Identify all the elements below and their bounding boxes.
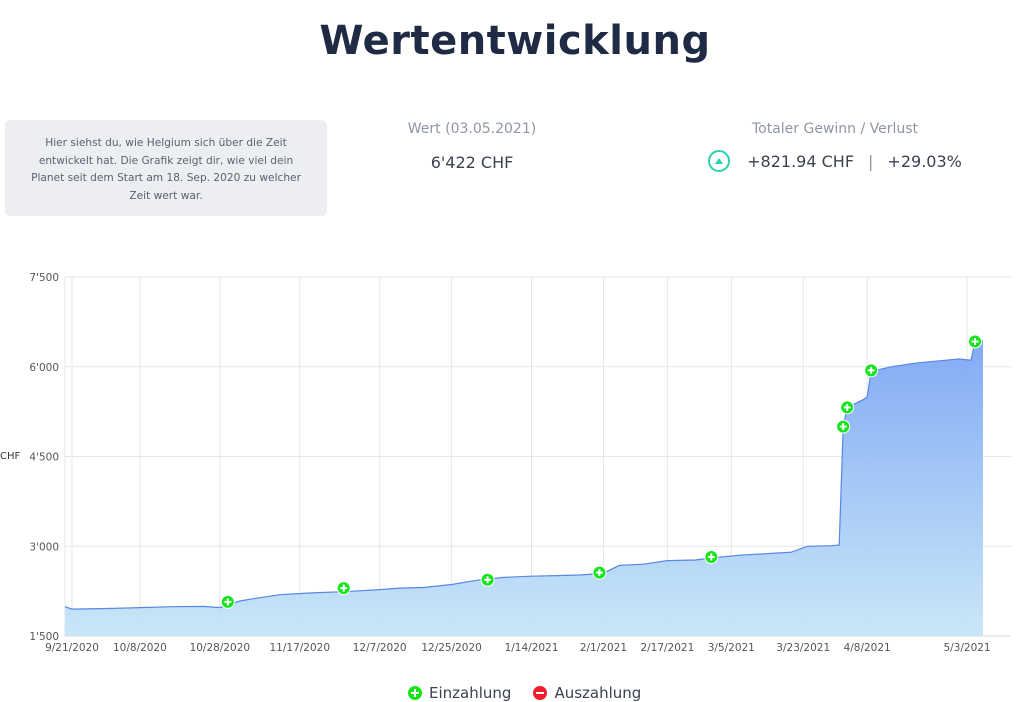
legend-withdrawal[interactable]: Auszahlung [533, 684, 641, 702]
arrow-up-icon [708, 150, 731, 172]
x-tick-label: 12/7/2020 [353, 642, 407, 654]
chart-legend: Einzahlung Auszahlung [408, 684, 663, 702]
gain-chf: +821.94 CHF [747, 151, 855, 171]
y-tick-label: 6'000 [29, 362, 59, 374]
info-box: Hier siehst du, wie Helgium sich über di… [5, 120, 327, 216]
gain-row: +821.94 CHF | +29.03% [690, 150, 980, 172]
plus-circle-icon [408, 686, 422, 700]
y-tick-label: 4'500 [29, 452, 59, 464]
gain-percent: +29.03% [887, 151, 962, 171]
legend-deposit-label: Einzahlung [429, 684, 512, 702]
x-tick-label: 2/1/2021 [580, 642, 627, 654]
legend-withdrawal-label: Auszahlung [554, 684, 642, 702]
y-tick-label: 7'500 [29, 272, 59, 284]
stat-gain-label: Totaler Gewinn / Verlust [751, 121, 919, 137]
x-tick-label: 3/5/2021 [708, 642, 755, 654]
x-tick-label: 10/28/2020 [190, 642, 251, 654]
x-tick-label: 4/8/2021 [844, 642, 891, 654]
gain-separator: | [868, 151, 874, 171]
x-tick-label: 12/25/2020 [421, 642, 482, 654]
y-tick-label: 3'000 [29, 541, 59, 553]
stat-value-label: Wert (03.05.2021) [407, 121, 537, 137]
x-tick-label: 2/17/2021 [640, 642, 694, 654]
x-tick-label: 3/23/2021 [776, 642, 830, 654]
series-area [65, 341, 984, 636]
x-tick-label: 11/17/2020 [269, 642, 330, 654]
minus-circle-icon [533, 686, 548, 700]
legend-deposit[interactable]: Einzahlung [408, 684, 511, 702]
stat-total-gain: Totaler Gewinn / Verlust +821.94 CHF | +… [690, 121, 980, 172]
x-tick-label: 5/3/2021 [943, 642, 990, 654]
y-tick-label: 1'500 [29, 631, 59, 643]
x-tick-label: 9/21/2020 [45, 642, 99, 654]
x-tick-label: 1/14/2021 [505, 642, 559, 654]
stat-value-amount: 6'422 CHF [430, 153, 514, 172]
y-axis-label: CHF [0, 451, 21, 462]
stat-current-value: Wert (03.05.2021) 6'422 CHF [372, 121, 572, 172]
x-tick-label: 10/8/2020 [113, 642, 167, 654]
info-text: Hier siehst du, wie Helgium sich über di… [31, 137, 301, 202]
page-title: Wertentwicklung [319, 18, 711, 64]
series-line [64, 340, 984, 610]
